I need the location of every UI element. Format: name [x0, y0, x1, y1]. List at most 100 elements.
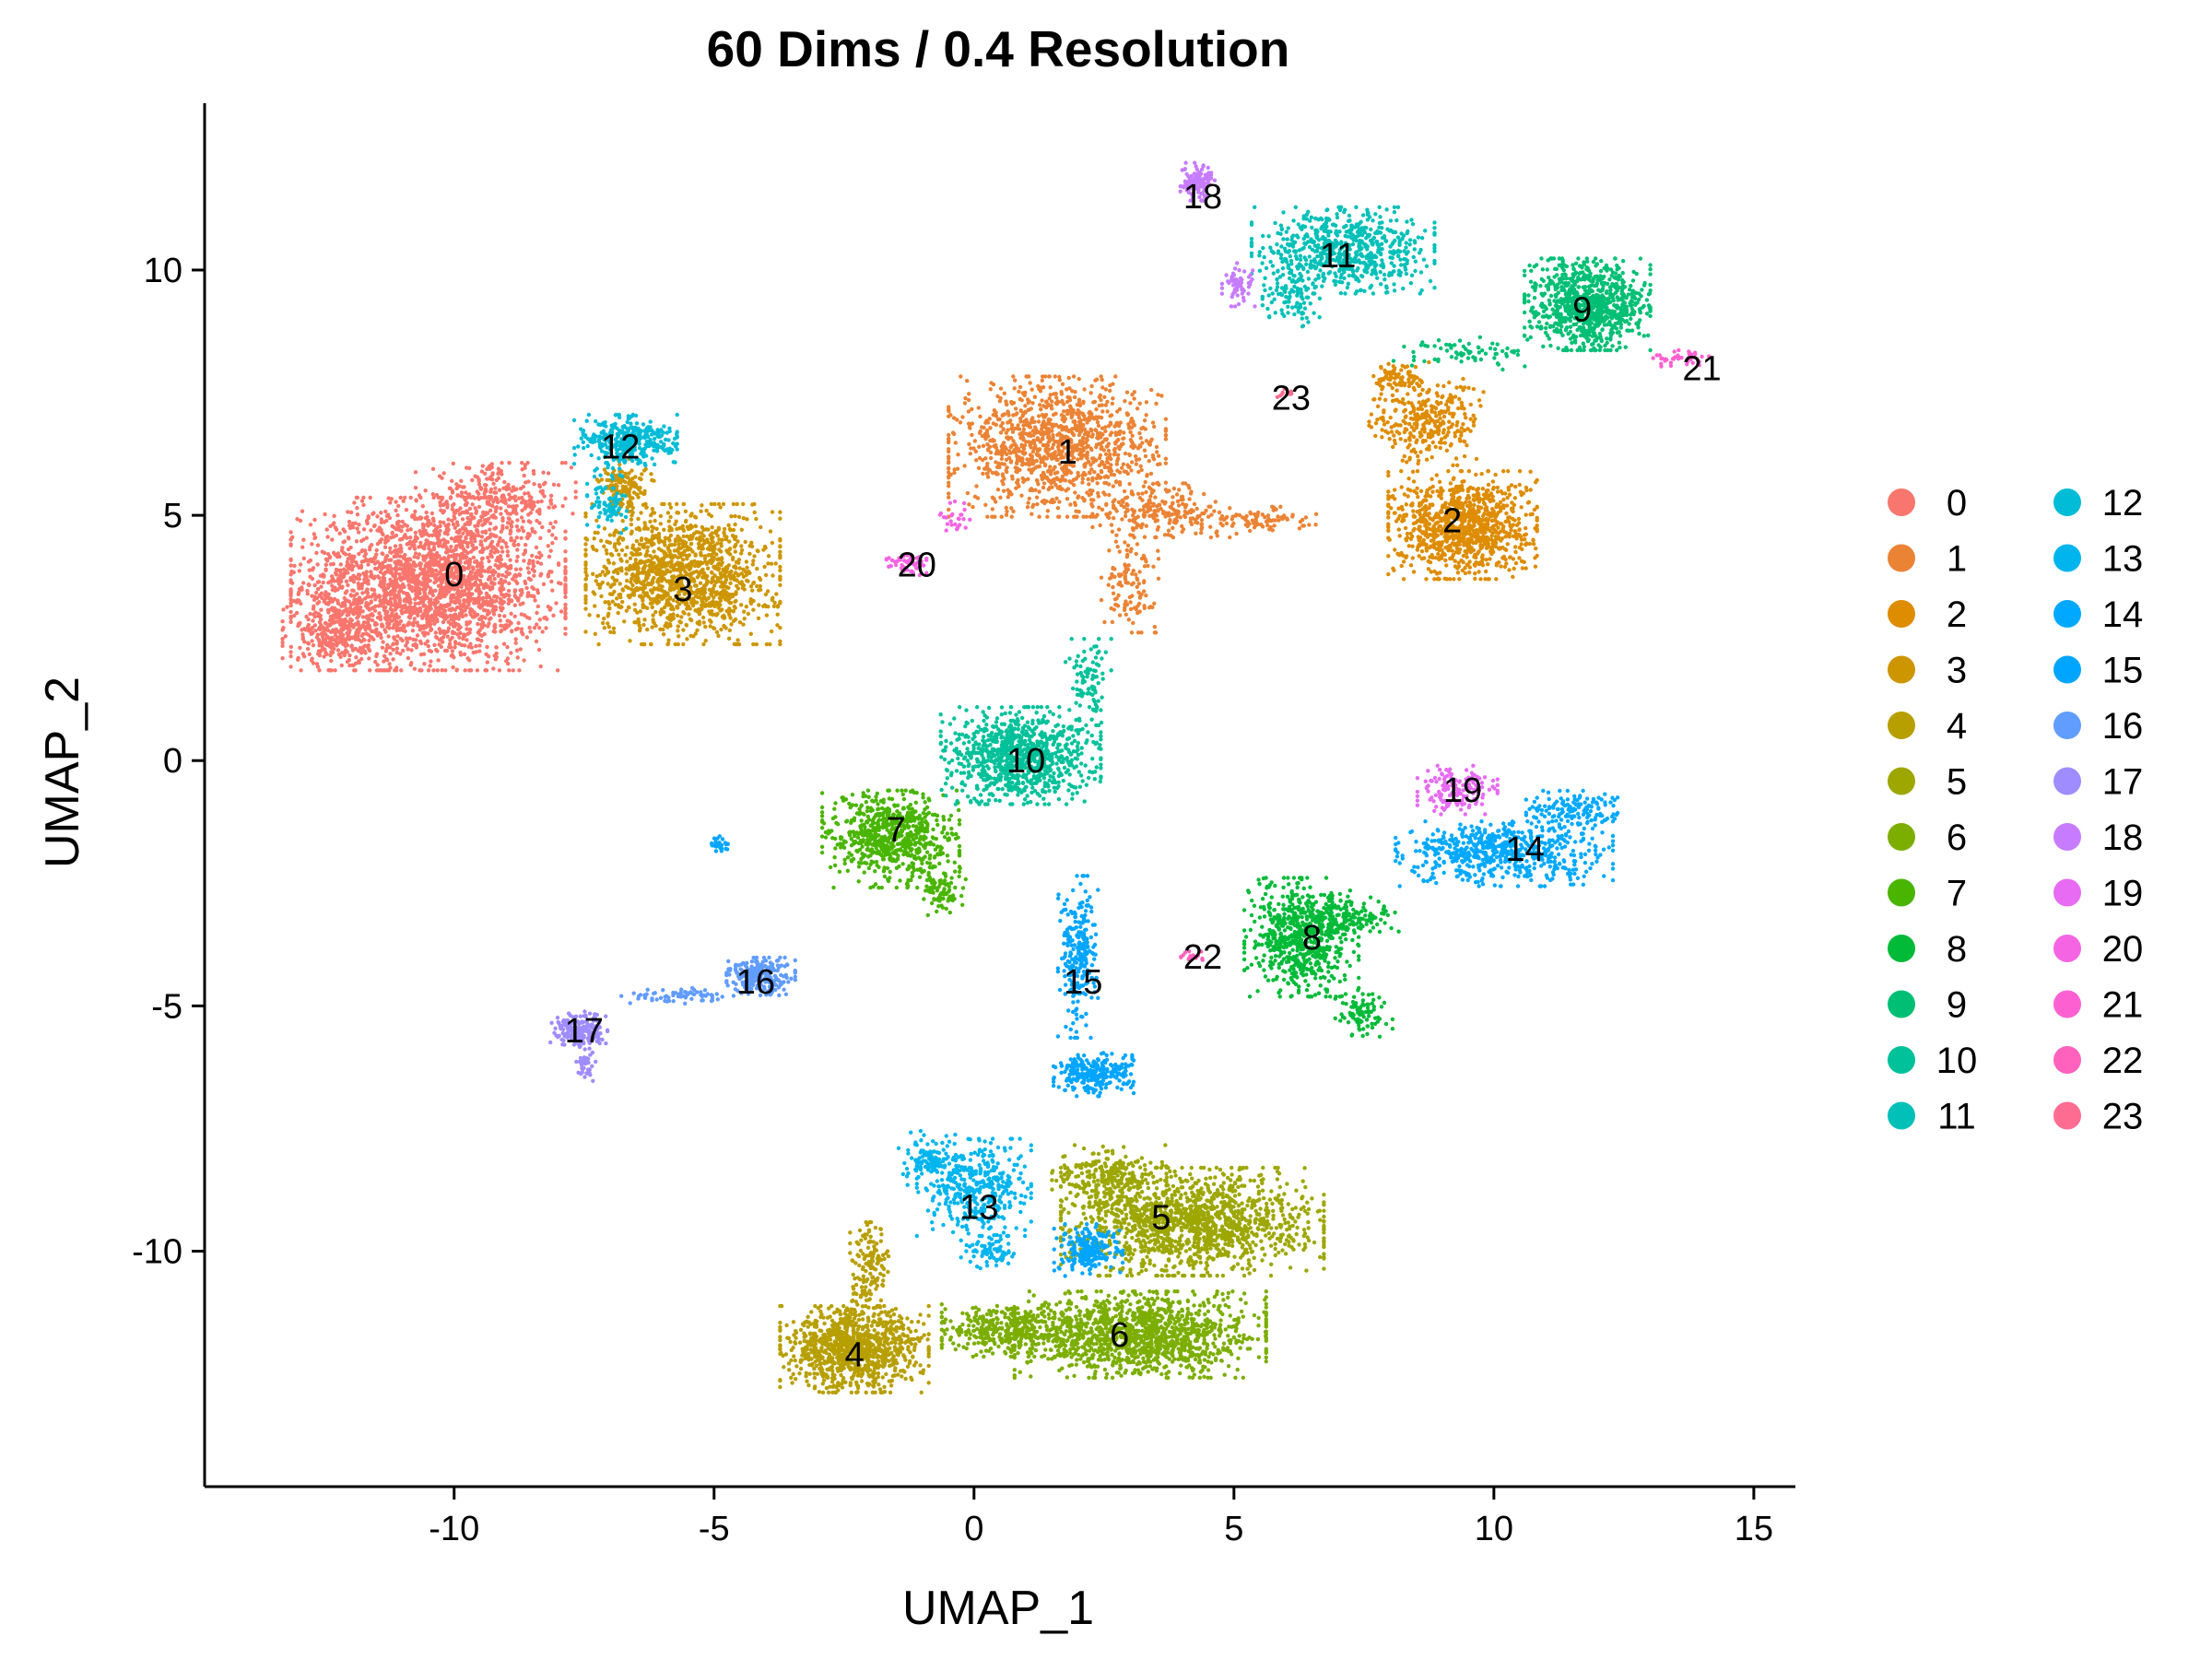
legend-swatch	[2053, 990, 2081, 1018]
legend-swatch	[2053, 1101, 2081, 1130]
legend-item-13: 13	[2053, 539, 2143, 580]
legend-item-12: 12	[2053, 483, 2143, 524]
legend-item-17: 17	[2053, 762, 2143, 803]
legend-swatch	[2053, 544, 2081, 572]
legend-item-15: 15	[2053, 651, 2143, 691]
legend-label: 9	[1947, 985, 1967, 1026]
legend-swatch	[1888, 655, 1915, 684]
legend-item-9: 9	[1888, 985, 1967, 1026]
cluster-19-points	[1415, 763, 1500, 817]
cluster-label-20: 20	[898, 546, 936, 584]
cluster-label-4: 4	[844, 1335, 864, 1374]
cluster-label-9: 9	[1572, 291, 1592, 330]
legend-swatch	[1888, 935, 1915, 962]
cluster-4-points	[778, 1219, 931, 1395]
cluster-label-17: 17	[565, 1012, 604, 1051]
cluster-6-points	[939, 1288, 1268, 1381]
cluster-3-points	[583, 456, 782, 647]
y-axis-ticks: -10 -5 0 5 10	[132, 252, 205, 1272]
cluster-16-points	[619, 955, 797, 1006]
cluster-label-21: 21	[1682, 349, 1721, 388]
x-tick-label: 10	[1475, 1510, 1513, 1548]
x-tick-label: 15	[1735, 1510, 1773, 1548]
cluster-label-13: 13	[959, 1189, 998, 1228]
cluster-label-16: 16	[736, 963, 775, 1002]
legend-label: 16	[2102, 706, 2144, 747]
cluster-0-dots	[280, 461, 578, 673]
cluster-label-5: 5	[1151, 1198, 1171, 1237]
x-axis-ticks: -10 -5 0 5 10 15	[429, 1487, 1773, 1548]
legend-item-18: 18	[2053, 818, 2143, 858]
cluster-17-dots	[548, 1009, 610, 1083]
cluster-7-points	[819, 788, 968, 918]
legend-swatch	[1888, 1046, 1915, 1074]
legend-item-16: 16	[2053, 706, 2143, 747]
cluster-label-1: 1	[1058, 433, 1077, 472]
cluster-label-6: 6	[1110, 1316, 1129, 1355]
cluster-14-points	[1394, 788, 1620, 888]
legend-swatch	[2053, 655, 2081, 684]
legend-swatch	[2053, 935, 2081, 962]
cluster-5-points	[1050, 1143, 1326, 1278]
legend-swatch	[2053, 878, 2081, 907]
legend-swatch	[1888, 600, 1915, 628]
cluster-label-14: 14	[1506, 830, 1545, 869]
legend-item-1: 1	[1888, 539, 1967, 580]
cluster-label-12: 12	[601, 429, 640, 467]
x-axis-title: UMAP_1	[902, 1582, 1094, 1635]
legend-swatch	[1888, 488, 1915, 516]
legend-label: 1	[1947, 539, 1967, 580]
cluster-13-dots	[896, 1128, 1033, 1271]
cluster-7-dots	[819, 788, 968, 918]
legend-item-19: 19	[2053, 874, 2143, 914]
y-tick-label: 0	[163, 742, 182, 781]
x-tick-label: -10	[429, 1510, 479, 1548]
legend-item-14: 14	[2053, 594, 2143, 635]
cluster-14-dots	[1394, 788, 1620, 888]
legend-swatch	[2053, 600, 2081, 628]
legend-label: 18	[2102, 818, 2144, 858]
legend-swatch	[1888, 544, 1915, 572]
cluster-label-18: 18	[1183, 178, 1222, 217]
cluster-9-dots	[1391, 256, 1653, 372]
cluster-label-10: 10	[1006, 742, 1045, 781]
cluster-10-points	[938, 637, 1113, 806]
cluster-19-dots	[1415, 763, 1500, 817]
legend-label: 21	[2102, 985, 2144, 1026]
legend-label: 17	[2102, 762, 2144, 803]
legend-label: 14	[2102, 594, 2144, 635]
legend-label: 8	[1947, 929, 1967, 970]
cluster-label-2: 2	[1442, 501, 1462, 540]
cluster-label-15: 15	[1064, 963, 1102, 1002]
legend-label: 5	[1947, 762, 1967, 803]
cluster-11-points	[1249, 205, 1437, 329]
cluster-4-dots	[778, 1219, 931, 1395]
cluster-1-points	[947, 374, 1319, 635]
cluster-11-dots	[1249, 205, 1437, 329]
legend-swatch	[2053, 488, 2081, 516]
cluster-label-7: 7	[887, 811, 906, 850]
cluster-label-0: 0	[444, 556, 464, 594]
legend-label: 3	[1947, 651, 1967, 691]
legend-item-8: 8	[1888, 929, 1967, 970]
legend-swatch	[2053, 823, 2081, 851]
legend-item-10: 10	[1888, 1041, 1977, 1081]
legend-label: 11	[1937, 1097, 1976, 1137]
chart-title: 60 Dims / 0.4 Resolution	[707, 20, 1290, 77]
legend-label: 7	[1947, 874, 1967, 914]
y-tick-label: 10	[144, 252, 182, 290]
y-tick-label: -5	[151, 987, 182, 1026]
legend-item-22: 22	[2053, 1041, 2143, 1081]
legend-label: 6	[1947, 818, 1967, 858]
legend-item-4: 4	[1888, 706, 1967, 747]
y-axis-title: UMAP_2	[36, 677, 89, 868]
scatter-points	[280, 160, 1712, 1395]
cluster-0-points	[280, 461, 578, 673]
cluster-9-points	[1391, 256, 1653, 372]
y-tick-label: -10	[132, 1233, 182, 1272]
x-tick-label: 0	[964, 1510, 983, 1548]
